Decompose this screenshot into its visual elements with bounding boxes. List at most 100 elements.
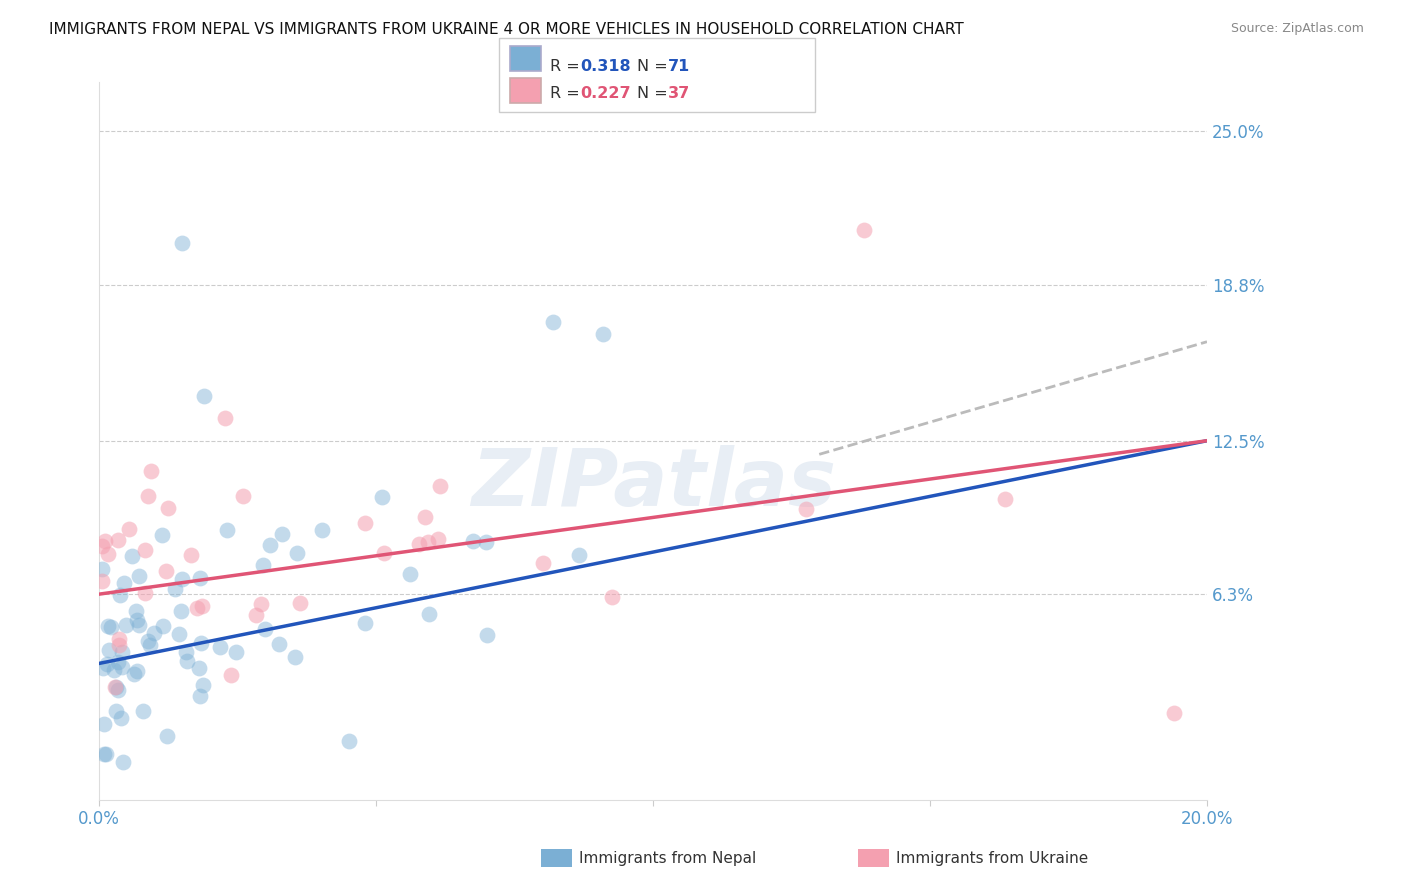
Point (477, 628, 499, 642)
Point (167, 626, 190, 640)
Point (592, 327, 614, 342)
Text: 37: 37 (668, 86, 690, 101)
Text: R =: R = (550, 59, 585, 74)
Point (91, 539, 114, 553)
Point (93, 717, 115, 731)
Point (121, 549, 143, 563)
Point (156, 729, 179, 743)
Point (112, 576, 135, 591)
Point (107, 533, 129, 548)
Point (180, 548, 202, 562)
Point (170, 573, 193, 587)
Point (132, 704, 155, 718)
Point (191, 599, 214, 613)
Point (193, 389, 215, 403)
Text: R =: R = (550, 86, 585, 101)
Point (128, 618, 150, 632)
Point (600, 590, 623, 604)
Point (568, 548, 591, 562)
Point (413, 510, 436, 524)
Point (796, 502, 818, 516)
Point (127, 664, 149, 678)
Point (337, 734, 360, 748)
Point (245, 607, 267, 622)
Point (155, 564, 177, 578)
Point (136, 634, 159, 648)
Point (426, 532, 449, 546)
Point (284, 650, 307, 665)
Point (214, 411, 236, 425)
Point (288, 596, 311, 610)
Point (112, 755, 135, 769)
Point (114, 618, 136, 632)
Point (993, 492, 1015, 507)
Point (285, 546, 308, 560)
Point (150, 528, 173, 542)
Point (259, 538, 281, 552)
Point (408, 537, 430, 551)
Point (97, 548, 120, 562)
Point (91, 562, 114, 576)
Point (91, 574, 114, 588)
Point (96, 657, 118, 672)
Point (188, 571, 211, 585)
Point (107, 655, 129, 669)
Point (188, 689, 211, 703)
Point (174, 644, 197, 658)
Point (134, 542, 156, 557)
Point (141, 464, 163, 478)
Point (108, 588, 131, 602)
Text: 0.318: 0.318 (581, 59, 631, 74)
Point (91, 661, 114, 675)
Point (129, 820, 152, 834)
Point (191, 678, 214, 692)
Point (531, 556, 554, 570)
Text: N =: N = (637, 86, 673, 101)
Point (271, 527, 294, 541)
Point (232, 489, 254, 503)
Point (124, 667, 146, 681)
Point (311, 523, 333, 537)
Point (127, 613, 149, 627)
Point (186, 600, 208, 615)
Point (429, 479, 451, 493)
Point (118, 522, 141, 536)
Point (136, 489, 159, 503)
Point (134, 586, 156, 600)
Text: Source: ZipAtlas.com: Source: ZipAtlas.com (1230, 22, 1364, 36)
Point (169, 604, 191, 618)
Point (190, 636, 212, 650)
Point (416, 535, 439, 549)
Text: IMMIGRANTS FROM NEPAL VS IMMIGRANTS FROM UKRAINE 4 OR MORE VEHICLES IN HOUSEHOLD: IMMIGRANTS FROM NEPAL VS IMMIGRANTS FROM… (49, 22, 965, 37)
Point (215, 524, 238, 538)
Point (104, 680, 127, 694)
Point (852, 223, 875, 237)
Text: 71: 71 (668, 59, 690, 74)
Point (370, 490, 392, 504)
Point (108, 632, 131, 647)
Point (176, 654, 198, 668)
Point (98, 643, 121, 657)
Point (93, 747, 115, 761)
Text: N =: N = (637, 59, 673, 74)
Point (221, 668, 243, 682)
Text: Immigrants from Nepal: Immigrants from Nepal (579, 851, 756, 865)
Point (100, 620, 122, 634)
Point (142, 626, 165, 640)
Point (110, 711, 132, 725)
Point (253, 623, 276, 637)
Point (107, 638, 129, 652)
Point (225, 645, 247, 659)
Point (156, 501, 179, 516)
Point (152, 619, 174, 633)
Point (111, 659, 134, 673)
Point (172, 235, 194, 250)
Point (163, 582, 186, 597)
Text: ZIPatlas: ZIPatlas (471, 445, 835, 523)
Point (250, 597, 273, 611)
Point (187, 661, 209, 675)
Point (105, 681, 128, 695)
Point (103, 663, 125, 677)
Point (354, 616, 377, 631)
Point (373, 546, 395, 560)
